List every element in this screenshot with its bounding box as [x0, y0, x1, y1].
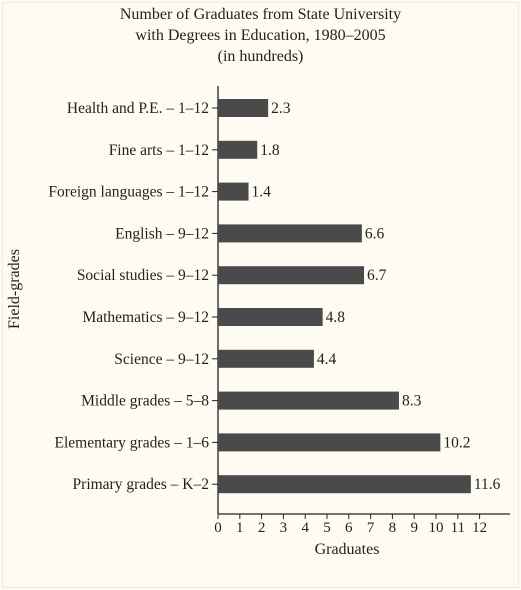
value-label: 4.4: [317, 351, 337, 368]
chart-title-line-1: Number of Graduates from State Universit…: [119, 6, 402, 23]
value-label: 10.2: [443, 434, 470, 451]
category-label: Primary grades – K–2: [73, 476, 209, 493]
chart-title-line-2: with Degrees in Education, 1980–2005: [135, 27, 386, 44]
bar: [218, 182, 249, 201]
x-tick-label: 0: [214, 520, 222, 536]
bar: [218, 99, 269, 117]
bar: [218, 308, 323, 326]
x-tick-label: 11: [451, 520, 465, 536]
x-tick-label: 4: [301, 520, 309, 536]
x-tick-label: 12: [472, 520, 487, 536]
category-label: Science – 9–12: [114, 351, 209, 368]
x-tick-label: 8: [389, 520, 397, 536]
value-label: 6.7: [367, 267, 387, 284]
x-tick-label: 1: [236, 520, 244, 536]
category-label: Mathematics – 9–12: [82, 309, 209, 326]
category-label: Health and P.E. – 1–12: [67, 100, 209, 117]
value-label: 11.6: [474, 476, 501, 493]
chart-title-line-3: (in hundreds): [217, 48, 304, 65]
bar: [218, 266, 365, 285]
x-tick-label: 2: [258, 520, 266, 536]
value-label: 1.4: [252, 184, 272, 201]
x-tick-label: 10: [429, 520, 444, 536]
bar: [218, 140, 258, 159]
value-label: 8.3: [402, 393, 422, 410]
y-axis-title: Field-grades: [6, 249, 23, 329]
value-label: 1.8: [260, 142, 280, 159]
chart-title: Number of Graduates from State Universit…: [0, 4, 521, 67]
x-tick-label: 3: [280, 520, 288, 536]
category-label: Social studies – 9–12: [77, 267, 209, 284]
x-tick-label: 6: [345, 520, 353, 536]
x-tick-label: 7: [367, 520, 375, 536]
category-label: Fine arts – 1–12: [109, 142, 209, 159]
bar: [218, 433, 441, 452]
x-tick-label: 5: [323, 520, 331, 536]
bar: [218, 224, 362, 243]
category-label: Middle grades – 5–8: [81, 393, 209, 410]
bar: [218, 391, 399, 410]
bar: [218, 349, 314, 368]
value-label: 6.6: [365, 225, 385, 242]
x-tick-label: 9: [410, 520, 418, 536]
category-label: Elementary grades – 1–6: [54, 434, 209, 451]
value-label: 2.3: [271, 100, 291, 117]
bar: [218, 475, 471, 494]
category-label: English – 9–12: [115, 225, 209, 242]
x-axis-title: Graduates: [315, 541, 380, 558]
value-label: 4.8: [326, 309, 346, 326]
category-label: Foreign languages – 1–12: [48, 184, 209, 201]
